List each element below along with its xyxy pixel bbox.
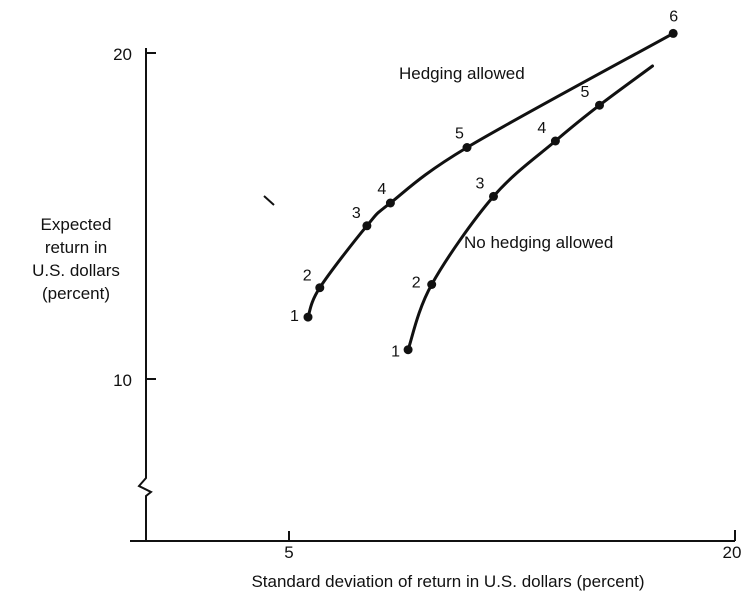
point-label-1-4: 4 [377, 181, 386, 198]
point-marker-1-1 [303, 312, 313, 322]
y-tick-label-20: 20 [113, 45, 132, 64]
y-tick-label-10: 10 [113, 371, 132, 390]
x-tick-label-5: 5 [284, 543, 293, 562]
point-label-1-5: 5 [455, 126, 464, 143]
point-label-2-3: 3 [476, 175, 485, 192]
point-label-2-1: 1 [391, 344, 400, 361]
point-marker-2-3 [489, 191, 498, 201]
point-marker-1-4 [385, 198, 395, 208]
point-label-1-2: 2 [303, 268, 312, 285]
point-label-2-4: 4 [537, 120, 546, 137]
y-axis-label-line-3: U.S. dollars [32, 261, 120, 280]
point-marker-1-3 [362, 221, 372, 231]
point-label-2-2: 2 [412, 275, 421, 292]
point-label-1-3: 3 [352, 205, 361, 222]
y-axis-label-line-1: Expected [41, 215, 112, 234]
series-label-hedging-allowed: Hedging allowed [399, 64, 525, 83]
y-axis-label: Expected return in U.S. dollars (percent… [32, 215, 120, 303]
series-label-no-hedging-allowed: No hedging allowed [464, 233, 613, 252]
series-line-no-hedging-allowed [406, 64, 654, 352]
point-marker-1-2 [315, 283, 325, 293]
x-tick-label-20: 20 [723, 543, 742, 562]
y-axis-label-line-2: return in [45, 238, 107, 257]
point-marker-2-1 [403, 345, 413, 355]
point-marker-1-5 [462, 143, 472, 152]
point-marker-2-5 [595, 100, 604, 110]
x-axis-label: Standard deviation of return in U.S. dol… [251, 572, 644, 591]
tick-labels: 20 10 5 20 [113, 45, 741, 562]
point-label-2-5: 5 [581, 84, 590, 101]
y-axis-label-line-4: (percent) [42, 284, 110, 303]
point-marker-2-2 [427, 280, 437, 289]
y-axis-line [137, 48, 153, 541]
axes [130, 48, 736, 542]
point-marker-1-6 [668, 28, 678, 38]
point-marker-2-4 [550, 136, 560, 146]
point-label-1-1: 1 [290, 308, 299, 325]
point-label-1-6: 6 [669, 8, 678, 25]
stray-mark [263, 195, 275, 206]
